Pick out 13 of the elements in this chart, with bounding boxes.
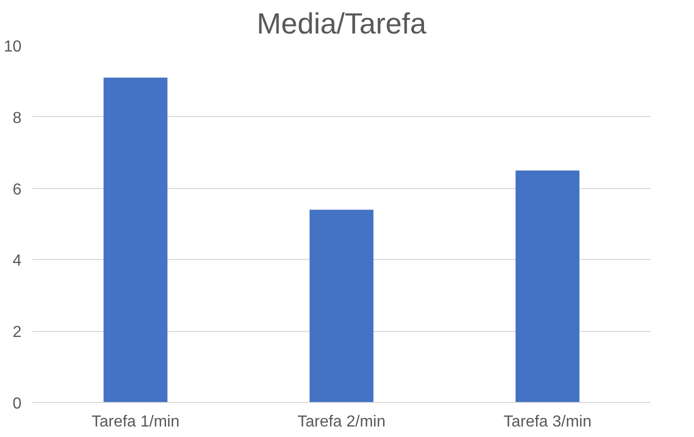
y-tick-label: 2 — [12, 324, 22, 342]
y-tick-label: 8 — [12, 110, 22, 127]
x-tick-label: Tarefa 1/min — [91, 414, 180, 430]
chart-title: Media/Tarefa — [256, 8, 427, 40]
y-tick-label: 0 — [12, 396, 22, 412]
y-tick-label: 4 — [12, 252, 22, 270]
bar — [516, 170, 580, 402]
bar — [104, 78, 168, 402]
y-tick-label: 6 — [12, 181, 22, 198]
x-tick-label: Tarefa 3/min — [503, 414, 592, 430]
bar — [310, 210, 374, 402]
y-tick-label: 10 — [4, 38, 22, 56]
x-tick-label: Tarefa 2/min — [297, 414, 386, 430]
